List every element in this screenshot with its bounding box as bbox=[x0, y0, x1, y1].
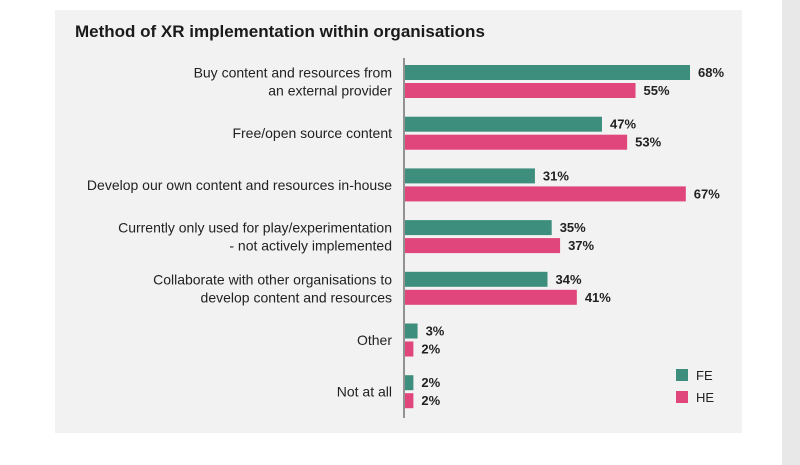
category-label: Collaborate with other organisations to bbox=[153, 271, 392, 287]
bar-he bbox=[405, 83, 636, 98]
value-label: 31% bbox=[543, 168, 569, 183]
chart-title: Method of XR implementation within organ… bbox=[75, 22, 485, 41]
bar-he bbox=[405, 134, 628, 150]
category-label: an external provider bbox=[268, 83, 392, 99]
bar-he bbox=[405, 289, 577, 305]
bar-he bbox=[405, 393, 414, 409]
legend-swatch-fe bbox=[676, 369, 688, 381]
bar-fe bbox=[405, 65, 690, 80]
value-label: 67% bbox=[694, 186, 720, 201]
category-label: Not at all bbox=[337, 384, 392, 400]
bar-he bbox=[405, 238, 561, 254]
window-edge bbox=[782, 0, 800, 465]
category-label: develop content and resources bbox=[201, 289, 392, 305]
category-label: Other bbox=[357, 332, 392, 348]
value-label: 35% bbox=[560, 220, 586, 235]
bar-fe bbox=[405, 220, 552, 236]
value-label: 55% bbox=[644, 83, 670, 98]
legend-swatch-he bbox=[676, 391, 688, 403]
value-label: 68% bbox=[698, 65, 724, 80]
value-label: 3% bbox=[426, 324, 445, 339]
value-label: 53% bbox=[635, 135, 661, 150]
category-label: Develop our own content and resources in… bbox=[87, 177, 392, 193]
bar-fe bbox=[405, 116, 602, 132]
bar-fe bbox=[405, 271, 548, 287]
category-label: Currently only used for play/experimenta… bbox=[118, 220, 392, 236]
value-label: 47% bbox=[610, 117, 636, 132]
value-label: 37% bbox=[568, 238, 594, 253]
bar-fe bbox=[405, 375, 414, 391]
value-label: 41% bbox=[585, 290, 611, 305]
category-label: Free/open source content bbox=[232, 125, 392, 141]
value-label: 2% bbox=[421, 375, 440, 390]
chart-panel bbox=[55, 10, 742, 433]
value-label: 34% bbox=[556, 272, 582, 287]
bar-fe bbox=[405, 168, 535, 184]
category-label: - not actively implemented bbox=[229, 238, 392, 254]
legend-label-fe: FE bbox=[696, 368, 713, 383]
legend-label-he: HE bbox=[696, 390, 714, 405]
bar-he bbox=[405, 341, 414, 357]
bar-fe bbox=[405, 323, 418, 339]
value-label: 2% bbox=[421, 342, 440, 357]
bar-he bbox=[405, 186, 686, 202]
category-label: Buy content and resources from bbox=[194, 65, 392, 81]
value-label: 2% bbox=[421, 393, 440, 408]
